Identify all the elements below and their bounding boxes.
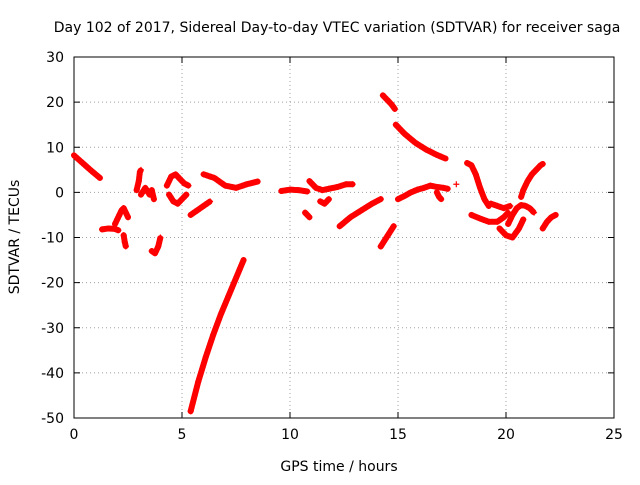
- data-trace: [120, 232, 129, 250]
- data-trace: [317, 196, 332, 207]
- data-series-6: [148, 234, 164, 257]
- data-series-25: [487, 200, 514, 212]
- x-tick-label: 25: [605, 427, 623, 443]
- y-tick-labels: -50 -40 -30 -20 -10 0 10 20 30: [41, 50, 64, 427]
- data-trace: [112, 205, 131, 227]
- data-trace: [99, 225, 122, 234]
- data-trace: [505, 202, 538, 227]
- data-trace: [392, 121, 449, 162]
- axis-ticks: [73, 56, 615, 419]
- y-tick-label: 20: [46, 95, 64, 111]
- data-trace: [395, 182, 451, 203]
- data-series-21: [433, 189, 445, 203]
- x-tick-label: 15: [389, 427, 407, 443]
- data-trace: [148, 234, 164, 257]
- data-trace: [187, 198, 214, 218]
- y-tick-label: -30: [41, 321, 64, 337]
- data-series-28: [518, 160, 546, 200]
- data-trace: [377, 223, 397, 250]
- data-trace: [336, 196, 384, 230]
- data-trace: [496, 216, 527, 241]
- data-trace: [487, 200, 514, 212]
- data-series-14: [306, 178, 356, 194]
- x-tick-label: 5: [178, 427, 187, 443]
- data-series-19: [392, 121, 449, 162]
- data-series-17: [377, 223, 397, 250]
- x-tick-label: 0: [70, 427, 79, 443]
- grid-lines: [74, 57, 614, 418]
- data-series-0: [71, 152, 103, 181]
- data-trace: [166, 191, 190, 207]
- data-series-11: [200, 171, 261, 191]
- data-trace: [302, 209, 313, 221]
- y-tick-label: 10: [46, 140, 64, 156]
- data-series-29: [539, 211, 559, 232]
- data-series-4: [133, 166, 144, 194]
- data-series-8: [166, 191, 190, 207]
- data-series-1: [99, 225, 122, 234]
- data-series-22: [453, 181, 460, 188]
- chart-title: Day 102 of 2017, Sidereal Day-to-day VTE…: [54, 20, 621, 36]
- data-series-15: [317, 196, 332, 207]
- data-trace: [468, 209, 512, 225]
- data-trace: [200, 171, 261, 191]
- data-trace: [163, 171, 192, 189]
- data-trace: [433, 189, 445, 203]
- data-series-23: [464, 160, 492, 209]
- data-series-5: [137, 184, 157, 203]
- data-point: [453, 181, 460, 188]
- data-series-18: [379, 92, 398, 112]
- data-series-26: [496, 216, 527, 241]
- data-trace: [133, 166, 144, 194]
- data-series-16: [336, 196, 384, 230]
- data-series-2: [112, 205, 131, 227]
- data-trace: [518, 160, 546, 200]
- x-tick-labels: 0 5 10 15 20 25: [70, 427, 623, 443]
- data-trace: [539, 211, 559, 232]
- data-series-13: [302, 209, 313, 221]
- y-axis-label: SDTVAR / TECUs: [7, 180, 23, 295]
- data-trace: [464, 160, 492, 209]
- y-tick-label: -20: [41, 276, 64, 292]
- data-series-9: [187, 198, 214, 218]
- data-series-12: [278, 186, 311, 195]
- data-series-20: [395, 182, 451, 203]
- data-trace: [278, 186, 311, 195]
- y-tick-label: -40: [41, 366, 64, 382]
- y-tick-label: -10: [41, 231, 64, 247]
- x-axis-label: GPS time / hours: [280, 459, 397, 475]
- data-series-27: [505, 202, 538, 227]
- data-series-3: [120, 232, 129, 250]
- y-tick-label: -50: [41, 411, 64, 427]
- y-tick-label: 30: [46, 50, 64, 66]
- x-tick-label: 20: [497, 427, 515, 443]
- y-tick-label: 0: [55, 185, 64, 201]
- data-trace: [187, 257, 247, 415]
- data-trace: [71, 152, 103, 181]
- data-points: [71, 92, 559, 415]
- data-series-24: [468, 209, 512, 225]
- data-trace: [306, 178, 356, 194]
- data-series-7: [163, 171, 192, 189]
- data-series-10: [187, 257, 247, 415]
- x-tick-label: 10: [281, 427, 299, 443]
- data-trace: [137, 184, 157, 203]
- data-trace: [379, 92, 398, 112]
